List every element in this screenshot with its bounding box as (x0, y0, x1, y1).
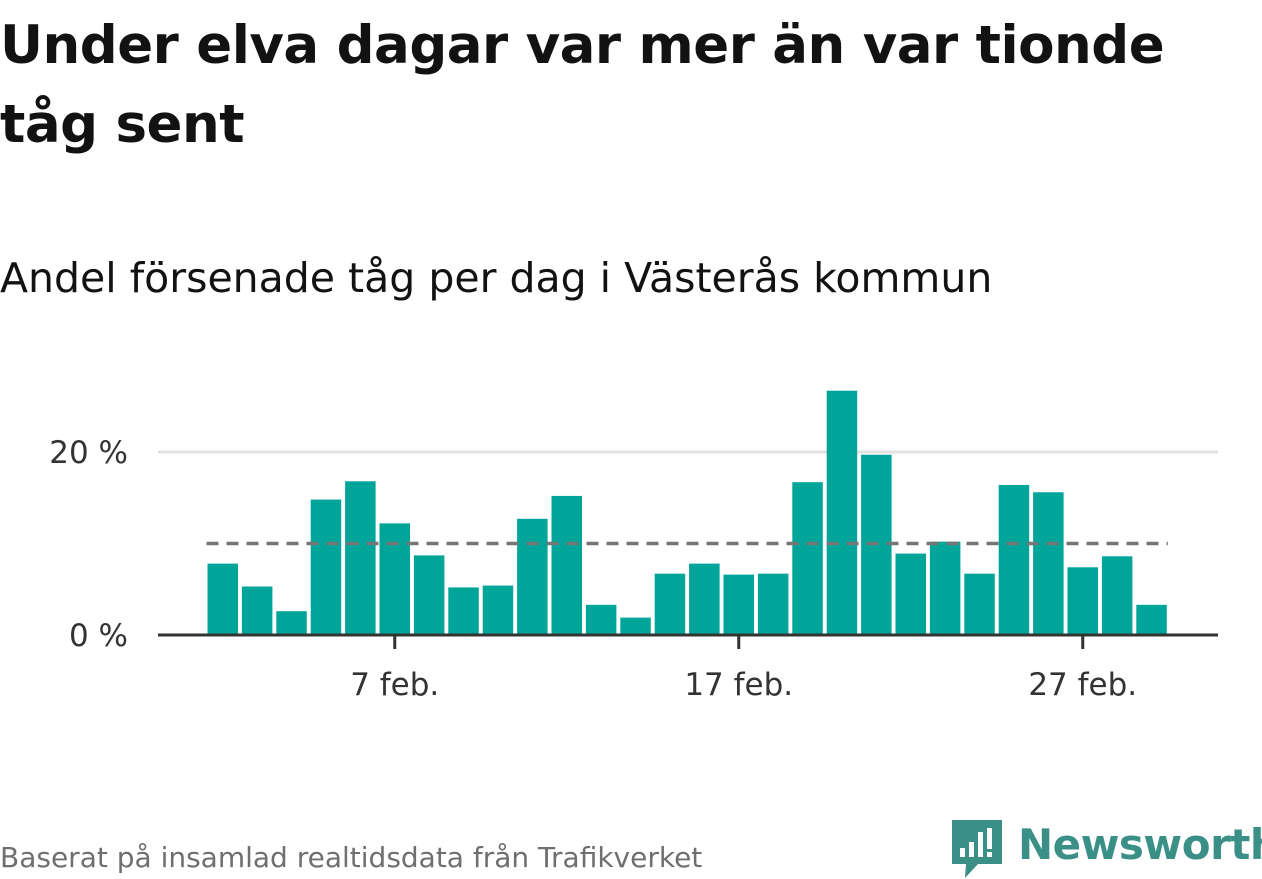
chart-subtitle: Andel försenade tåg per dag i Västerås k… (0, 254, 993, 302)
bar (310, 499, 342, 635)
bar (620, 617, 651, 635)
bar (413, 555, 445, 635)
bar (551, 495, 582, 635)
x-tick-label: 7 feb. (350, 667, 439, 703)
source-note: Baserat på insamlad realtidsdata från Tr… (0, 841, 703, 874)
bar (276, 611, 307, 635)
x-tick-label: 27 feb. (1028, 667, 1137, 703)
bar (757, 573, 789, 635)
bar (517, 518, 548, 635)
y-tick-label: 0 % (69, 618, 128, 654)
bar (998, 484, 1030, 635)
bar (379, 523, 410, 635)
bar (792, 482, 823, 635)
bar-chart: 0 % 20 % 7 feb. 17 feb. 27 feb. (49, 390, 1218, 703)
bar (1033, 492, 1064, 635)
bar (345, 481, 376, 635)
bar (482, 585, 514, 635)
bar (654, 573, 686, 635)
bar (929, 541, 961, 635)
bar (1067, 567, 1098, 635)
bar (241, 586, 273, 635)
bar (1136, 604, 1167, 635)
bar (585, 604, 617, 635)
chart-title: Under elva dagar var mer än var tionde t… (0, 15, 1165, 155)
bar (448, 587, 479, 635)
bar (964, 573, 995, 635)
bar (207, 563, 238, 635)
bar (895, 553, 926, 635)
newsworthy-logo-icon (952, 820, 1002, 878)
y-tick-label: 20 % (49, 435, 128, 471)
axes: 0 % 20 % 7 feb. 17 feb. 27 feb. (49, 435, 1218, 703)
bar (826, 390, 858, 635)
bar (1101, 556, 1133, 635)
bar (689, 563, 720, 635)
newsworthy-logo: Newsworthy (948, 816, 1262, 878)
bar (723, 574, 754, 635)
bars (207, 390, 1167, 635)
newsworthy-logo-text: Newsworthy (1018, 820, 1262, 869)
x-tick-label: 17 feb. (684, 667, 793, 703)
